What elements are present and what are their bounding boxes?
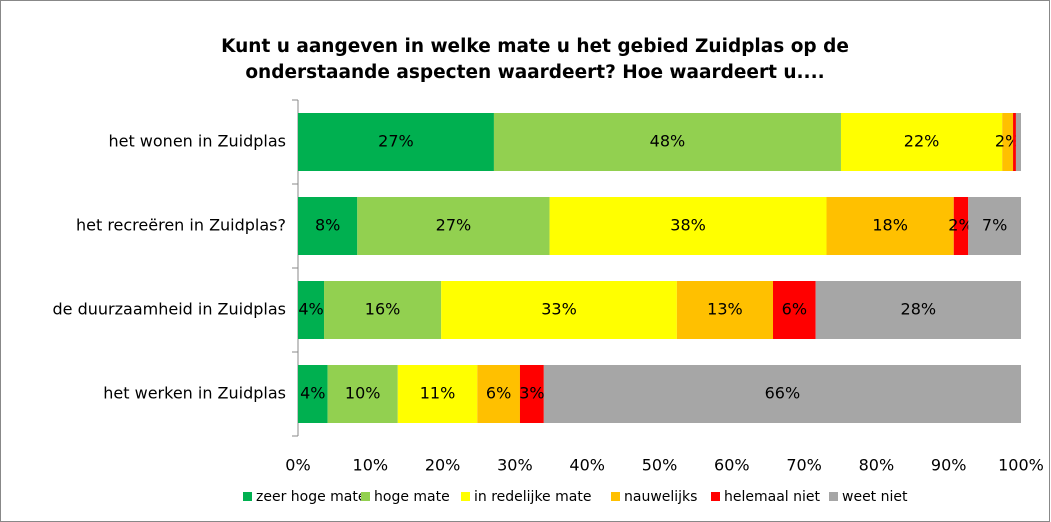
bar-segment [676, 281, 774, 339]
x-tick-label: 60% [714, 456, 750, 475]
data-label: 48% [650, 132, 686, 151]
x-tick-label: 70% [786, 456, 822, 475]
x-tick-label: 10% [353, 456, 389, 475]
legend-swatch [461, 492, 470, 501]
bar-segment [493, 113, 841, 171]
data-label: 27% [378, 132, 414, 151]
legend-label: in redelijke mate [474, 489, 591, 505]
legend-swatch [243, 492, 252, 501]
bar-segment [298, 365, 328, 423]
data-label: 13% [707, 300, 743, 319]
data-label: 38% [670, 216, 706, 235]
bar-segment [968, 197, 1021, 255]
bar-segment [1002, 113, 1014, 171]
legend-swatch [611, 492, 620, 501]
chart-title: Kunt u aangeven in welke mate u het gebi… [221, 36, 849, 83]
data-label: 22% [904, 132, 940, 151]
x-tick-label: 80% [859, 456, 895, 475]
bar-segment [953, 197, 969, 255]
bar-segment [1013, 113, 1016, 171]
bar-segment [441, 281, 677, 339]
data-label: 3% [519, 384, 544, 403]
bar-segment [298, 113, 494, 171]
bar-segment [773, 281, 816, 339]
bar-segment [815, 281, 1021, 339]
data-label: 4% [300, 384, 325, 403]
bar-segment [397, 365, 478, 423]
data-label: 4% [298, 300, 323, 319]
bar-segment [327, 365, 398, 423]
data-label: 18% [872, 216, 908, 235]
legend-label: zeer hoge mate [256, 489, 367, 505]
data-label: 33% [541, 300, 577, 319]
legend-label: helemaal niet [724, 489, 821, 505]
x-tick-label: 100% [998, 456, 1044, 475]
bar-segment [543, 365, 1021, 423]
bar-segment [298, 281, 325, 339]
legend-swatch [361, 492, 370, 501]
bar-segment [298, 197, 358, 255]
data-label: 28% [901, 300, 937, 319]
bar-segment [324, 281, 442, 339]
legend-label: weet niet [842, 489, 908, 505]
legend-label: hoge mate [374, 489, 450, 505]
bar-segment [549, 197, 827, 255]
data-label: 7% [982, 216, 1007, 235]
data-label: 16% [365, 300, 401, 319]
x-tick-label: 90% [931, 456, 967, 475]
x-tick-label: 40% [569, 456, 605, 475]
x-tick-label: 20% [425, 456, 461, 475]
data-label: 10% [345, 384, 381, 403]
data-label: 66% [765, 384, 801, 403]
bar-segment [519, 365, 544, 423]
data-label: 11% [420, 384, 456, 403]
bar-segment [826, 197, 954, 255]
legend-label: nauwelijks [624, 489, 697, 505]
legend-swatch [711, 492, 720, 501]
y-tick-label: de duurzaamheid in Zuidplas [53, 300, 286, 319]
legend-swatch [829, 492, 838, 501]
data-label: 6% [782, 300, 807, 319]
bar-segment [1015, 113, 1021, 171]
y-tick-label: het wonen in Zuidplas [108, 132, 286, 151]
x-tick-label: 50% [642, 456, 678, 475]
data-label: 2% [948, 216, 973, 235]
y-tick-label: het recreëren in Zuidplas? [76, 216, 286, 235]
x-tick-label: 0% [285, 456, 310, 475]
x-tick-label: 30% [497, 456, 533, 475]
data-label: 8% [315, 216, 340, 235]
data-label: 6% [486, 384, 511, 403]
data-label: 27% [436, 216, 472, 235]
bar-segment [840, 113, 1003, 171]
y-tick-label: het werken in Zuidplas [103, 384, 286, 403]
bar-segment [357, 197, 550, 255]
bar-segment [477, 365, 520, 423]
